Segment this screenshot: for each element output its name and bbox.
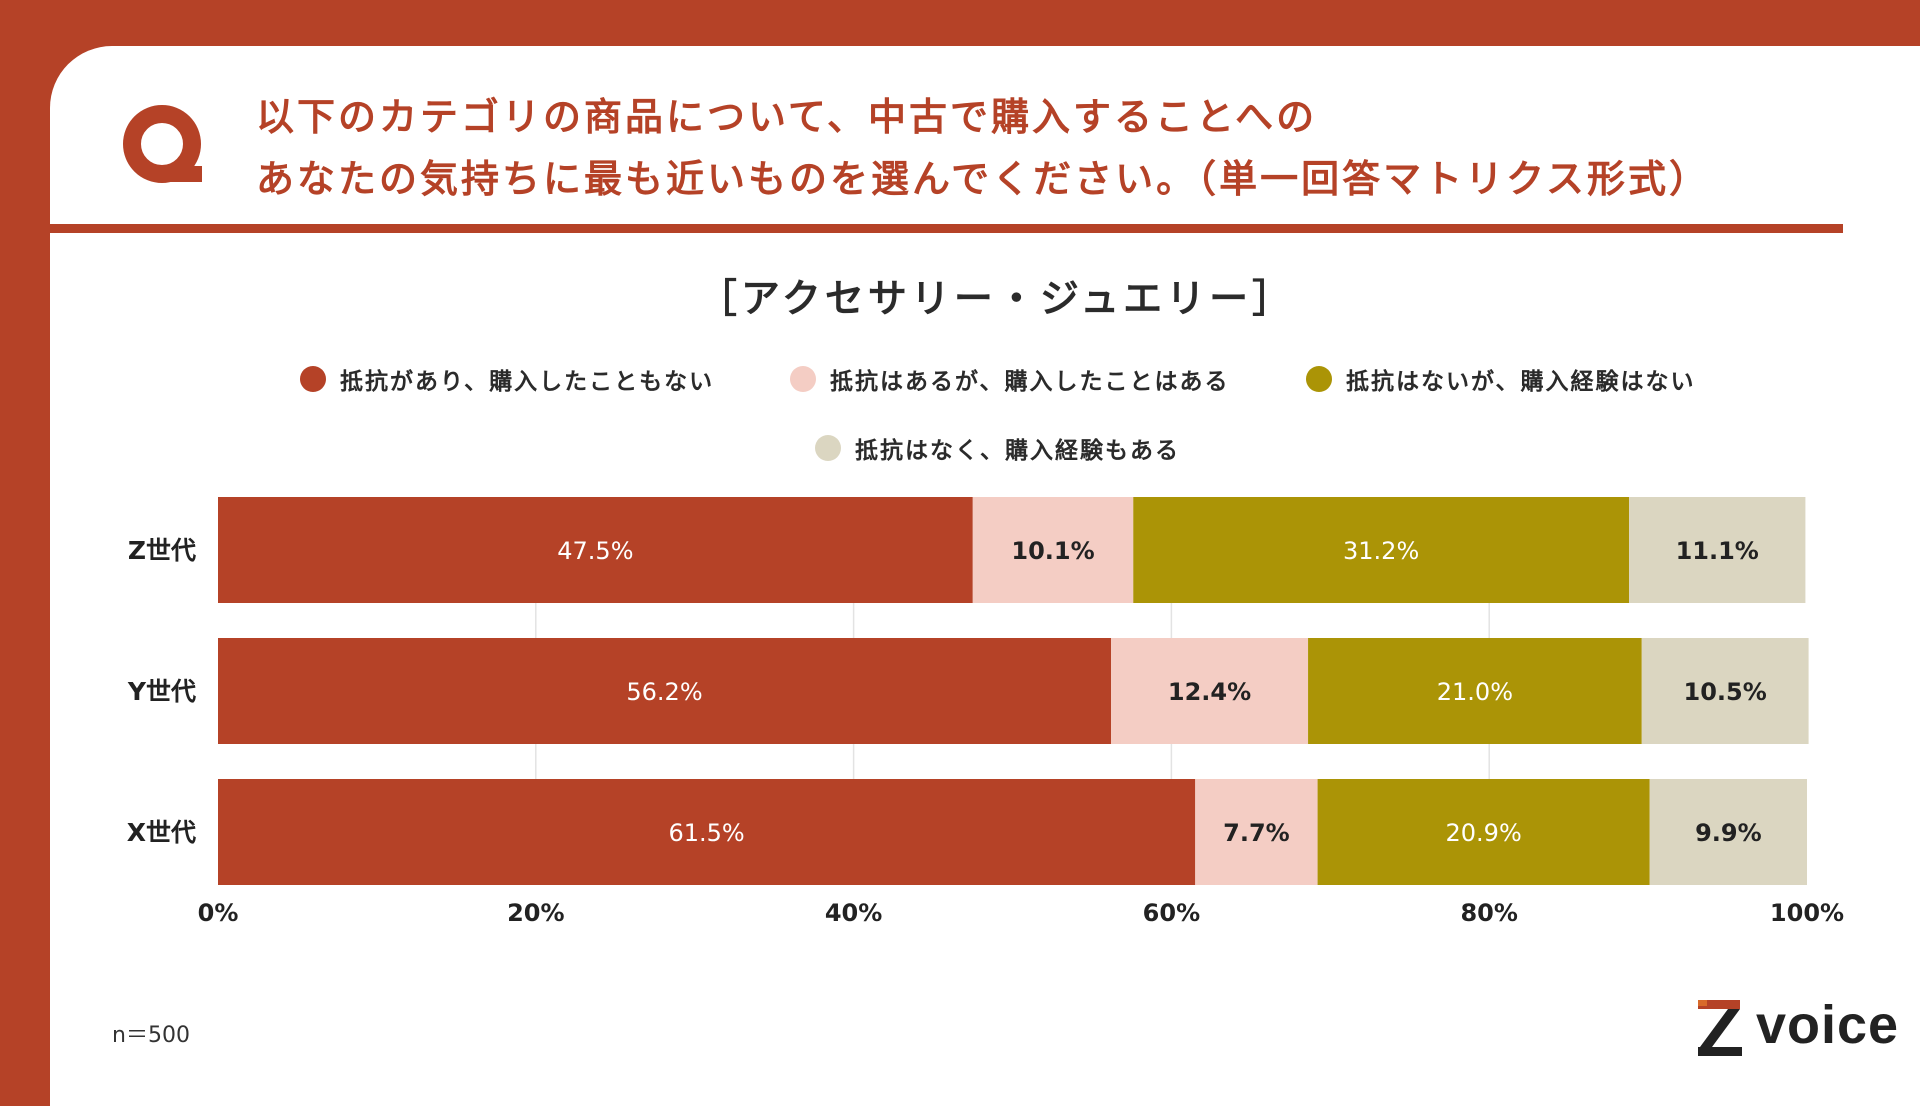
- zvoice-logo: voice: [1694, 995, 1914, 1060]
- data-label-r0-s1: 10.1%: [1011, 537, 1094, 565]
- legend-item-3: 抵抗はないが、購入経験はない: [1306, 359, 1696, 399]
- data-label-r0-s2: 31.2%: [1343, 537, 1419, 565]
- legend-swatch-3: [1306, 366, 1332, 392]
- legend-item-2: 抵抗はあるが、購入したことはある: [790, 359, 1230, 399]
- bar-segment-r1-s2: [1308, 638, 1642, 744]
- bar-segment-r2-s0: [218, 779, 1196, 885]
- data-label-r1-s3: 10.5%: [1684, 678, 1767, 706]
- bar-segment-r0-s1: [972, 497, 1134, 603]
- bar-segment-r1-s1: [1111, 638, 1309, 744]
- question-line-1: 以下のカテゴリの商品について、中古で購入することへの: [256, 95, 1318, 139]
- bar-segment-r0-s2: [1133, 497, 1630, 603]
- legend-swatch-4: [815, 435, 841, 461]
- data-label-r0-s3: 11.1%: [1676, 537, 1759, 565]
- category-label-1: Y世代: [127, 677, 196, 706]
- legend-swatch-1: [300, 366, 326, 392]
- x-tick-label-5: 100%: [1770, 899, 1844, 927]
- question-line-2: あなたの気持ちに最も近いものを選んでください。（単一回答マトリクス形式）: [256, 157, 1710, 201]
- x-tick-label-4: 80%: [1460, 899, 1517, 927]
- x-tick-label-2: 40%: [825, 899, 882, 927]
- legend-swatch-2: [790, 366, 816, 392]
- data-label-r1-s0: 56.2%: [626, 678, 702, 706]
- bar-segment-r1-s0: [218, 638, 1112, 744]
- x-tick-label-0: 0%: [198, 899, 239, 927]
- bar-segment-r2-s2: [1317, 779, 1650, 885]
- data-label-r2-s1: 7.7%: [1223, 819, 1290, 847]
- sample-size-note: n＝500: [112, 1023, 190, 1048]
- data-label-r1-s2: 21.0%: [1437, 678, 1513, 706]
- stacked-bar-chart: 0% 20% 40% 60% 80% 100% 47.5% 10.1% 31.2% 11.1% Z世…: [127, 497, 1844, 927]
- chart-title: ［アクセサリー・ジュエリー］: [697, 277, 1296, 322]
- logo-wordmark: voice: [1756, 995, 1900, 1055]
- legend-item-4: 抵抗はなく、購入経験もある: [815, 428, 1180, 468]
- legend-label-1: 抵抗があり、購入したこともない: [340, 369, 715, 395]
- data-label-r2-s2: 20.9%: [1446, 819, 1522, 847]
- bar-segment-r2-s1: [1195, 779, 1318, 885]
- header-divider: [50, 224, 1843, 233]
- legend-label-4: 抵抗はなく、購入経験もある: [855, 438, 1180, 464]
- category-label-2: X世代: [127, 818, 196, 847]
- category-label-0: Z世代: [128, 536, 196, 565]
- data-label-r0-s0: 47.5%: [557, 537, 633, 565]
- bar-segment-r0-s0: [218, 497, 973, 603]
- legend-item-1: 抵抗があり、購入したこともない: [300, 359, 714, 399]
- question-q-icon: [123, 105, 202, 183]
- legend-label-2: 抵抗はあるが、購入したことはある: [830, 369, 1230, 395]
- bar-segment-r0-s3: [1629, 497, 1806, 603]
- legend-label-3: 抵抗はないが、購入経験はない: [1346, 369, 1696, 395]
- data-label-r2-s0: 61.5%: [668, 819, 744, 847]
- data-label-r2-s3: 9.9%: [1695, 819, 1762, 847]
- x-tick-label-3: 60%: [1143, 899, 1200, 927]
- logo-z-icon: [1698, 1000, 1742, 1056]
- bar-segment-r1-s3: [1641, 638, 1809, 744]
- bar-segment-r2-s3: [1649, 779, 1807, 885]
- data-label-r1-s1: 12.4%: [1168, 678, 1251, 706]
- question-text: 以下のカテゴリの商品について、中古で購入することへの あなたの気持ちに最も近いも…: [256, 86, 1816, 210]
- x-tick-label-1: 20%: [507, 899, 564, 927]
